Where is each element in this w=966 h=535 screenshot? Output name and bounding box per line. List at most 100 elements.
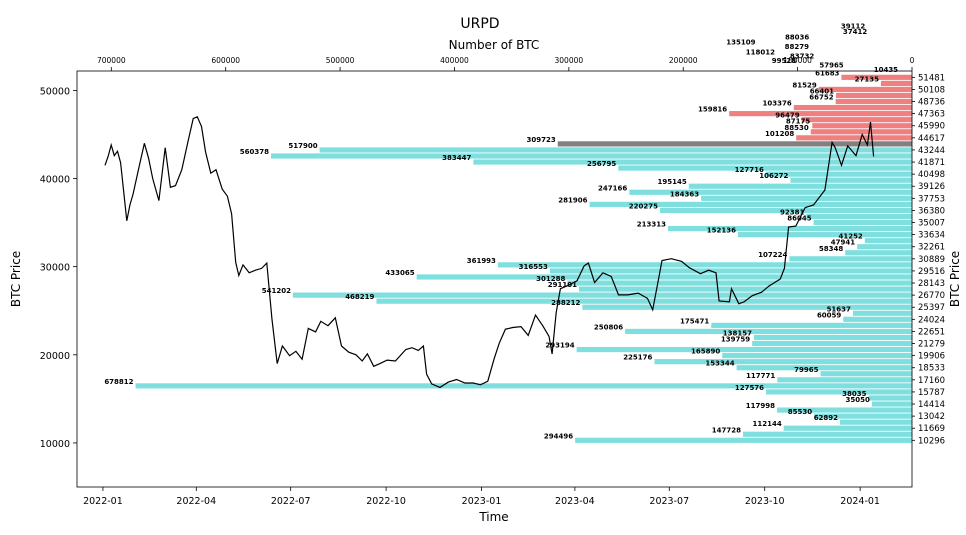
top-tick-label: 200000 <box>669 56 698 65</box>
urpd-bar <box>292 292 913 298</box>
top-tick-label: 600000 <box>211 56 240 65</box>
urpd-bar <box>864 238 912 244</box>
upper-bin-label: 37412 <box>843 28 867 36</box>
plot-frame <box>76 70 913 488</box>
urpd-bar <box>812 123 912 129</box>
upper-bin-label: 99528 <box>772 57 796 65</box>
bar-value-label: 281906 <box>558 196 587 204</box>
x-axis-label: Time <box>478 510 508 524</box>
chart-title: URPD <box>460 16 499 32</box>
right-tick-label: 28143 <box>918 279 945 289</box>
urpd-bar <box>852 310 912 316</box>
right-tick-label: 32261 <box>918 243 945 253</box>
bar-value-label: 58348 <box>819 245 843 253</box>
right-tick-label: 36380 <box>918 206 945 216</box>
right-tick-label: 22651 <box>918 327 945 337</box>
urpd-bar <box>376 298 912 304</box>
upper-bin-label: 88036 <box>785 33 809 41</box>
bar-value-label: 152136 <box>707 227 736 235</box>
btc-price-line <box>104 116 875 389</box>
urpd-bar <box>654 359 912 365</box>
urpd-bar <box>497 262 912 268</box>
right-tick-label: 24024 <box>918 315 945 325</box>
y-tick-label: 30000 <box>40 263 70 274</box>
right-tick-label: 29516 <box>918 267 945 277</box>
urpd-bar <box>711 322 912 328</box>
bar-value-label: 38035 <box>842 390 866 398</box>
urpd-bar <box>843 316 912 322</box>
urpd-bar <box>618 165 912 171</box>
x-tick-label: 2022-04 <box>176 496 216 507</box>
urpd-bar <box>752 340 912 347</box>
bar-value-label: 139759 <box>721 336 750 344</box>
bar-value-label: 47941 <box>831 239 855 247</box>
top-tick-label: 400000 <box>440 56 469 65</box>
top-tick-label: 700000 <box>97 56 126 65</box>
upper-bin-label: 57965 <box>819 61 843 69</box>
right-tick-label: 51481 <box>918 73 945 83</box>
top-tick-label: 0 <box>910 56 915 65</box>
bar-value-label: 112144 <box>752 420 781 428</box>
bar-value-label: 117771 <box>746 372 775 380</box>
bar-value-label: 127576 <box>735 384 764 392</box>
urpd-bar <box>789 256 912 262</box>
bar-value-label: 61683 <box>815 69 839 77</box>
urpd-bar <box>806 213 912 220</box>
urpd-bar <box>722 353 912 359</box>
urpd-bars <box>135 74 913 443</box>
bar-value-label: 301288 <box>536 275 565 283</box>
urpd-bar <box>814 413 912 419</box>
right-tick-label: 33634 <box>918 231 945 241</box>
urpd-bar <box>743 431 912 437</box>
bar-value-label: 159816 <box>698 106 727 114</box>
bar-value-label: 220275 <box>629 202 658 210</box>
bar-value-label: 138157 <box>723 329 752 337</box>
x-tick-label: 2023-07 <box>649 496 689 507</box>
bar-value-label: 106272 <box>759 172 788 180</box>
urpd-bar <box>416 274 912 280</box>
urpd-bar <box>845 250 912 256</box>
urpd-bar <box>575 437 912 443</box>
y-tick-label: 20000 <box>40 351 70 362</box>
bar-value-label: 288212 <box>551 299 580 307</box>
top-tick-label: 100000 <box>783 56 812 65</box>
urpd-bar <box>801 117 912 123</box>
urpd-bar <box>576 346 912 353</box>
bar-value-label: 87175 <box>786 118 810 126</box>
x-tick-label: 2022-07 <box>271 496 311 507</box>
bar-value-label: 247166 <box>598 184 627 192</box>
urpd-bar <box>319 147 912 153</box>
urpd-bar <box>783 425 912 431</box>
urpd-bar <box>868 395 912 401</box>
top-x-axis-ticks: 700000 600000 500000 400000 300000 200000 1000… <box>97 56 915 71</box>
urpd-bar <box>836 92 912 99</box>
urpd-bar <box>688 183 912 189</box>
bar-value-label: 81529 <box>792 81 816 89</box>
bar-value-label: 195145 <box>658 178 687 186</box>
urpd-bar <box>793 104 912 111</box>
bar-value-label: 250806 <box>594 323 623 331</box>
urpd-bar <box>871 401 912 407</box>
urpd-bar <box>729 111 912 117</box>
top-x-axis-label: Number of BTC <box>449 38 540 52</box>
bar-value-label: 213313 <box>637 221 666 229</box>
urpd-bar <box>753 334 912 341</box>
right-tick-label: 40498 <box>918 170 945 180</box>
bar-value-label: 103376 <box>763 100 792 108</box>
x-axis-ticks: 2022-01 2022-04 2022-07 2022-10 2023-01 2023-… <box>83 487 880 507</box>
bar-value-label: 184363 <box>670 190 699 198</box>
bar-value-label: 433065 <box>385 269 414 277</box>
bar-value-label: 541202 <box>262 287 291 295</box>
right-tick-label: 35007 <box>918 219 945 229</box>
right-tick-label: 44617 <box>918 134 945 144</box>
x-tick-label: 2023-04 <box>555 496 595 507</box>
bar-value-label: 316553 <box>519 263 548 271</box>
x-tick-label: 2024-01 <box>840 496 880 507</box>
bar-value-label: 147728 <box>712 426 741 434</box>
right-tick-label: 39126 <box>918 182 945 192</box>
urpd-bar <box>629 189 912 195</box>
urpd-bar <box>840 419 912 425</box>
urpd-bar <box>668 225 912 232</box>
